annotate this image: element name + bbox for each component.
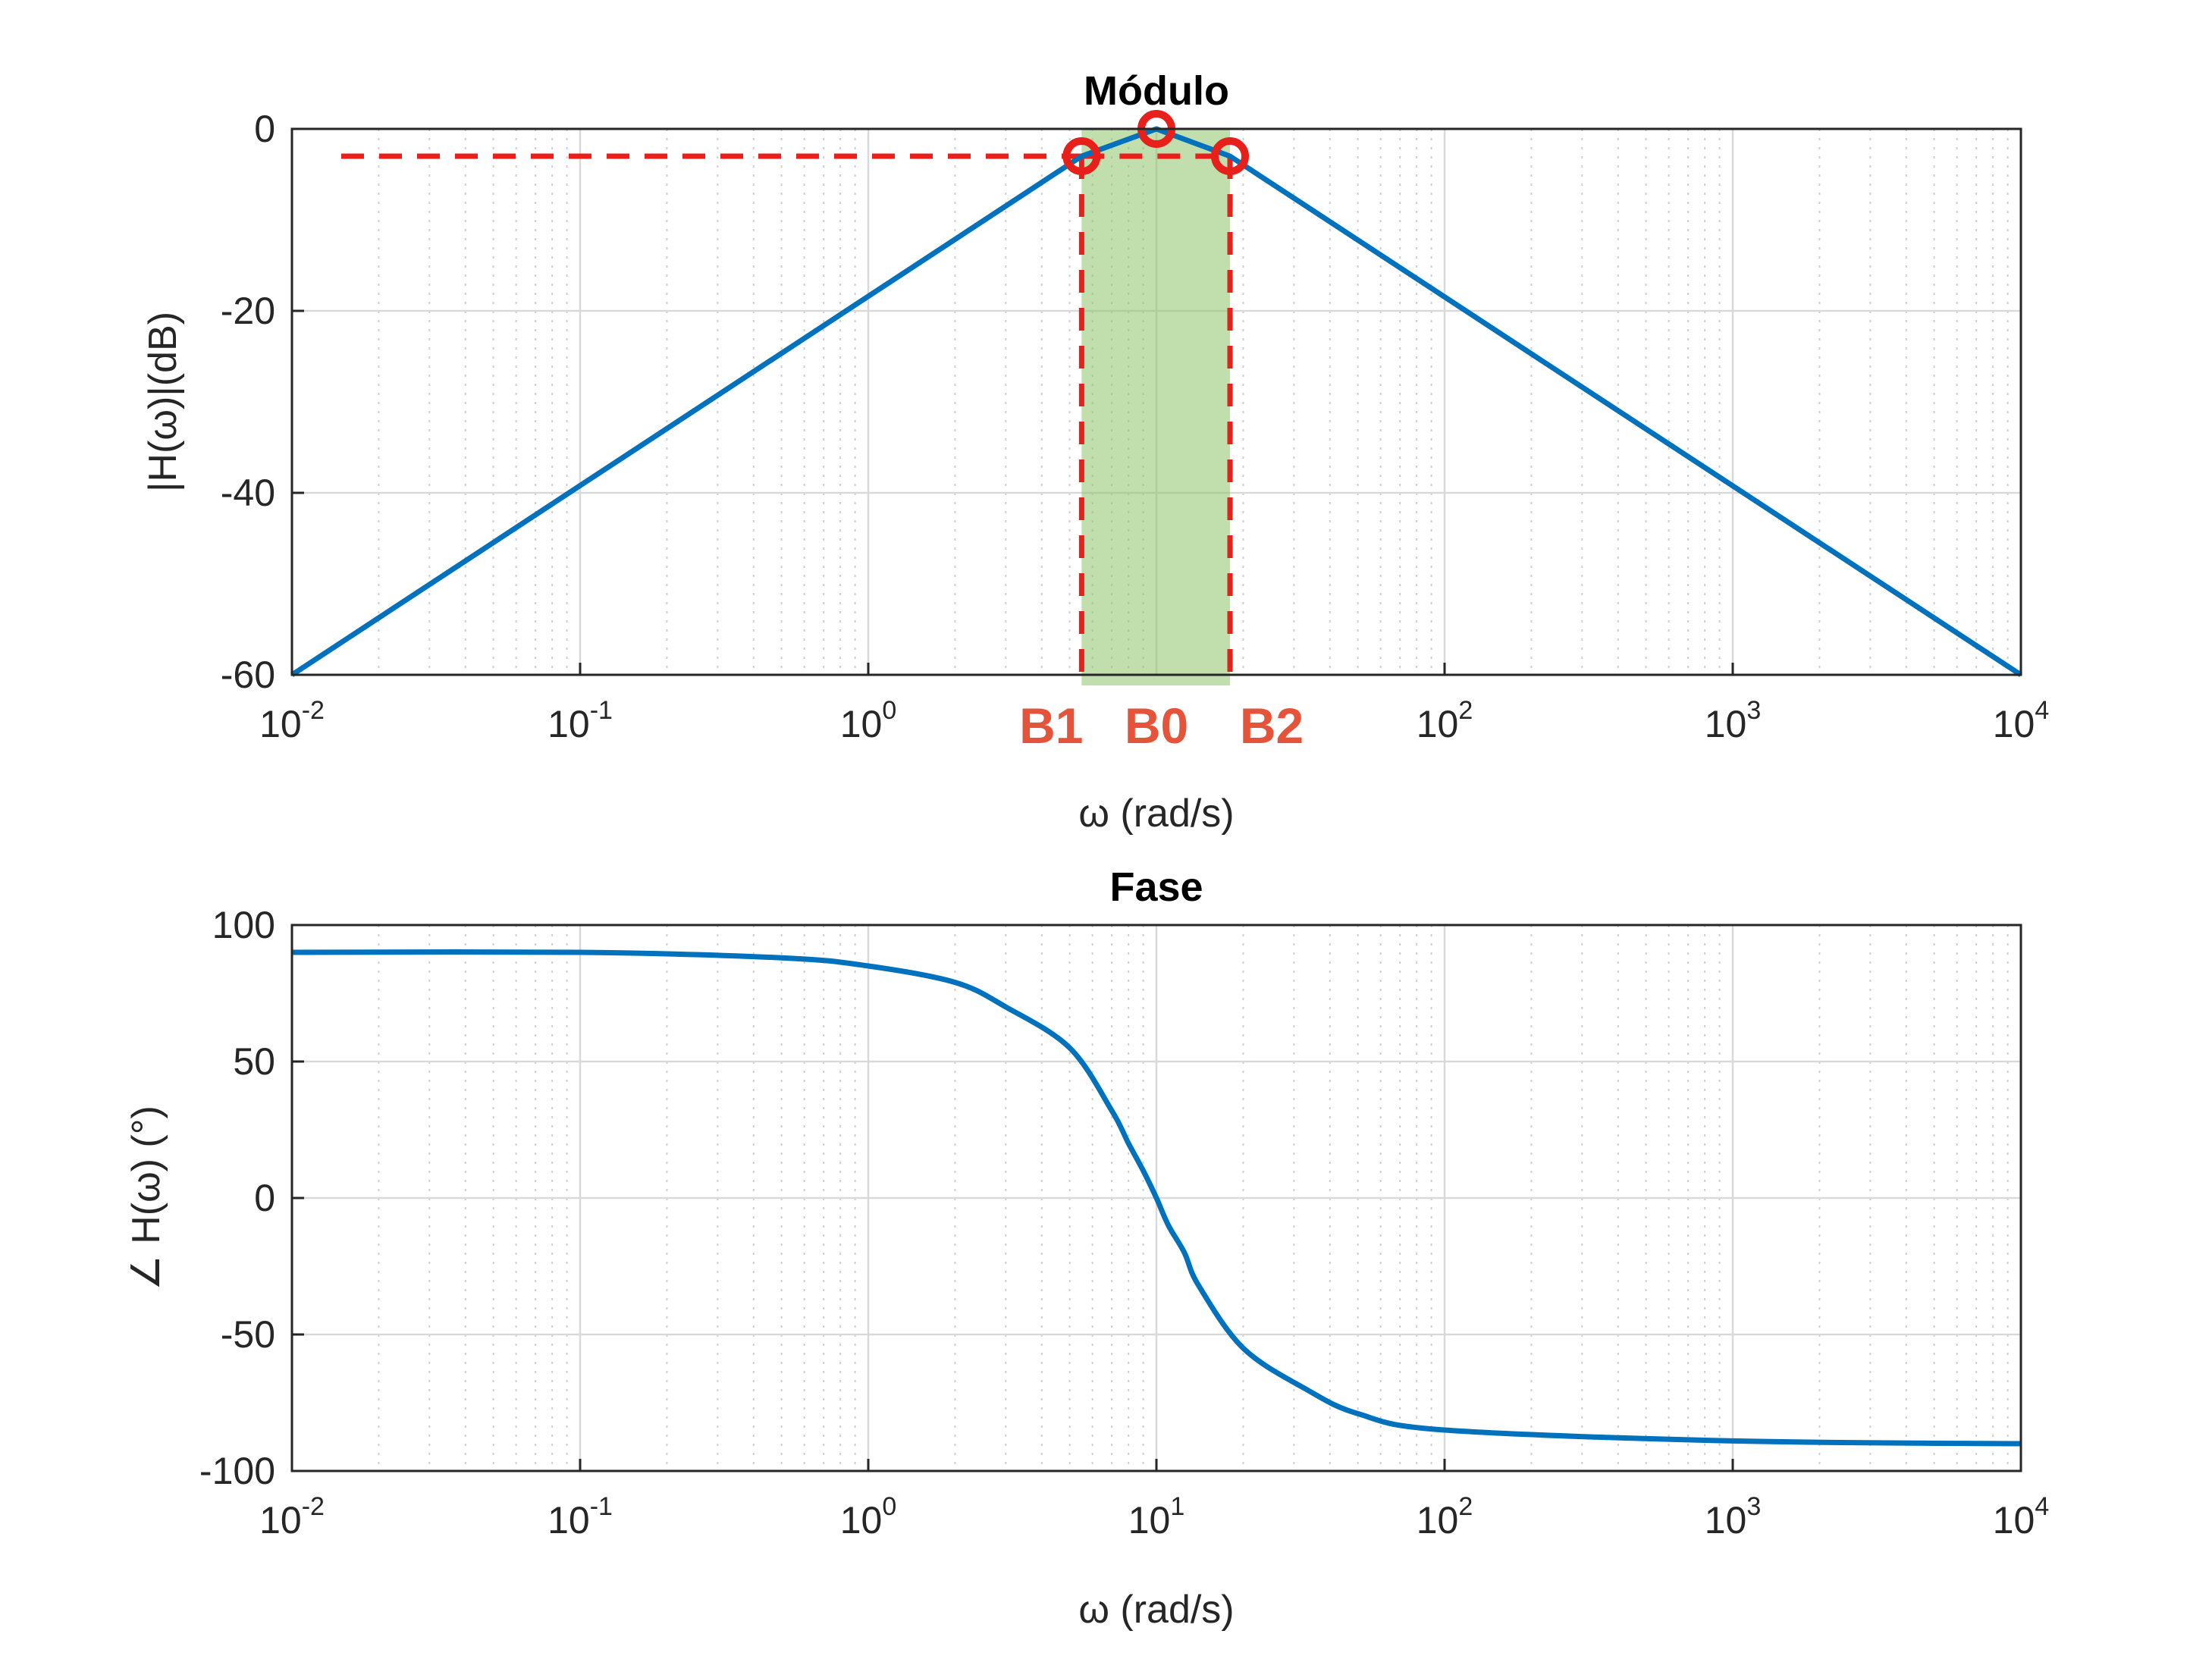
x-tick-exponent: 3	[1746, 1492, 1761, 1521]
x-tick-exponent: -2	[302, 1492, 325, 1521]
magnitude-y-label: |H(ω)|(dB)	[141, 312, 185, 492]
y-tick-label: -40	[221, 472, 275, 514]
x-tick-label: 104	[1993, 1492, 2050, 1541]
magnitude-title: Módulo	[1084, 68, 1229, 114]
x-tick-base: 10	[1993, 703, 2035, 745]
y-tick-label: 50	[233, 1040, 275, 1083]
phase-y-ticks: 100 50 0 -50 -100	[199, 904, 304, 1492]
magnitude-x-label: ω (rad/s)	[1078, 792, 1234, 836]
bandwidth-annotations: B1 B0 B2	[1019, 698, 1304, 754]
y-tick-label: 100	[212, 904, 275, 946]
x-tick-exponent: 4	[2035, 1492, 2049, 1521]
x-tick-base: 10	[1705, 1499, 1747, 1541]
y-tick-label: -60	[221, 654, 275, 696]
reference-lines	[341, 153, 1233, 685]
x-tick-label: 100	[840, 1492, 897, 1541]
magnitude-x-ticks: 10-2 10-1 100 102 103 104	[259, 663, 2049, 745]
x-tick-exponent: 0	[882, 696, 896, 725]
x-tick-base: 10	[259, 703, 302, 745]
magnitude-panel: 0-20-40-60 10-2 10-1 100 102 103 104 Módulo ω…	[141, 68, 2049, 836]
x-tick-exponent: 3	[1746, 696, 1761, 725]
y-tick-label: -100	[199, 1450, 275, 1492]
y-tick-label: -50	[221, 1313, 275, 1356]
magnitude-grid	[290, 127, 2022, 676]
phase-x-label: ω (rad/s)	[1078, 1588, 1234, 1632]
x-tick-exponent: -1	[590, 1492, 613, 1521]
x-tick-exponent: 0	[882, 1492, 896, 1521]
magnitude-axes-box	[290, 127, 2022, 676]
band-label-b2: B2	[1240, 698, 1304, 754]
bandwidth-band	[1081, 129, 1231, 685]
x-tick-base: 10	[1417, 703, 1459, 745]
phase-title: Fase	[1109, 864, 1203, 910]
x-tick-base: 10	[548, 703, 590, 745]
phase-grid	[290, 924, 2022, 1472]
band-label-b1: B1	[1019, 698, 1083, 754]
x-tick-exponent: 1	[1170, 1492, 1184, 1521]
x-tick-base: 10	[548, 1499, 590, 1541]
x-tick-exponent: 2	[1458, 1492, 1473, 1521]
y-tick-label: -20	[221, 290, 275, 332]
band-label-b0: B0	[1125, 698, 1188, 754]
x-tick-exponent: -2	[302, 696, 325, 725]
x-tick-label: 103	[1705, 696, 1762, 745]
cutoff-marker	[1211, 137, 1250, 175]
x-tick-exponent: 2	[1458, 696, 1473, 725]
x-tick-label: 10-2	[259, 1492, 325, 1541]
cutoff-marker	[1062, 137, 1101, 175]
x-tick-base: 10	[259, 1499, 302, 1541]
x-tick-label: 102	[1417, 1492, 1473, 1541]
x-tick-base: 10	[1128, 1499, 1171, 1541]
x-tick-base: 10	[1993, 1499, 2035, 1541]
magnitude-y-ticks: 0 -20 -40 -60	[221, 108, 304, 696]
x-tick-exponent: 4	[2035, 696, 2049, 725]
x-tick-label: 101	[1128, 1492, 1185, 1541]
x-tick-label: 10-1	[548, 1492, 613, 1541]
x-tick-base: 10	[1705, 703, 1747, 745]
x-tick-base: 10	[1417, 1499, 1459, 1541]
x-tick-base: 10	[840, 703, 883, 745]
x-tick-label: 10-1	[548, 696, 613, 745]
x-tick-label: 100	[840, 696, 897, 745]
y-tick-label: 0	[254, 108, 275, 150]
x-tick-label: 10-2	[259, 696, 325, 745]
x-tick-label: 104	[1993, 696, 2050, 745]
phase-x-ticks: 10-2 10-1 100 101 102 103 104	[259, 1459, 2049, 1541]
series-line	[291, 949, 2022, 1447]
x-tick-exponent: -1	[590, 696, 613, 725]
x-tick-base: 10	[840, 1499, 883, 1541]
phase-y-label: ∠ H(ω) (°)	[124, 1105, 168, 1291]
y-tick-label: 0	[254, 1177, 275, 1219]
x-tick-label: 103	[1705, 1492, 1762, 1541]
x-tick-label: 102	[1417, 696, 1473, 745]
phase-series	[291, 949, 2022, 1447]
